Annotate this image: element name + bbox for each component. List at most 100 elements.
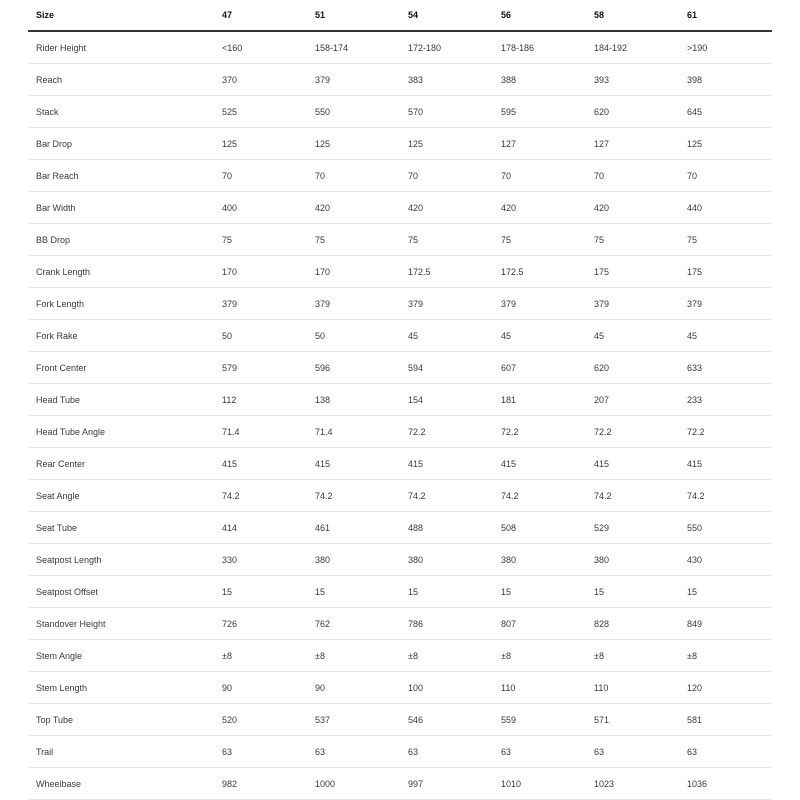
cell-value: 415 <box>493 447 586 480</box>
cell-value: 559 <box>493 703 586 736</box>
cell-value: 110 <box>493 671 586 704</box>
cell-value: 415 <box>307 447 400 480</box>
cell-value: 379 <box>493 287 586 320</box>
cell-value: 594 <box>400 351 493 384</box>
cell-value: 110 <box>586 671 679 704</box>
cell-value: 1010 <box>493 767 586 800</box>
cell-value: 607 <box>493 351 586 384</box>
cell-value: 581 <box>679 703 772 736</box>
cell-value: 127 <box>493 127 586 160</box>
cell-value: 379 <box>679 287 772 320</box>
table-row: Rear Center 415 415 415 415 415 415 <box>28 447 772 480</box>
row-label: Seat Tube <box>28 511 214 544</box>
cell-value: 15 <box>307 575 400 608</box>
cell-value: 579 <box>214 351 307 384</box>
row-label: Wheelbase <box>28 767 214 800</box>
table-row: Rider Height <160 158-174 172-180 178-186 184… <box>28 31 772 64</box>
cell-value: 550 <box>307 95 400 128</box>
cell-value: 1000 <box>307 767 400 800</box>
cell-value: 400 <box>214 191 307 224</box>
row-label: Standover Height <box>28 607 214 640</box>
cell-value: 90 <box>307 671 400 704</box>
cell-value: 75 <box>400 223 493 256</box>
cell-value: 420 <box>586 191 679 224</box>
header-size-58: 58 <box>586 0 679 32</box>
cell-value: 571 <box>586 703 679 736</box>
cell-value: 45 <box>493 319 586 352</box>
cell-value: 125 <box>214 127 307 160</box>
cell-value: 596 <box>307 351 400 384</box>
cell-value: 1036 <box>679 767 772 800</box>
header-size-56: 56 <box>493 0 586 32</box>
cell-value: 45 <box>586 319 679 352</box>
header-row: Size 47 51 54 56 58 61 <box>28 0 772 32</box>
cell-value: 380 <box>493 543 586 576</box>
table-row: Trail 63 63 63 63 63 63 <box>28 735 772 768</box>
table-row: Head Tube 112 138 154 181 207 233 <box>28 383 772 416</box>
cell-value: 72.2 <box>586 415 679 448</box>
header-size-label: Size <box>28 0 214 32</box>
row-label: Trail <box>28 735 214 768</box>
cell-value: >190 <box>679 31 772 64</box>
header-size-61: 61 <box>679 0 772 32</box>
row-label: Reach <box>28 63 214 96</box>
cell-value: 15 <box>214 575 307 608</box>
cell-value: 15 <box>400 575 493 608</box>
table-row: Bar Reach 70 70 70 70 70 70 <box>28 159 772 192</box>
cell-value: 807 <box>493 607 586 640</box>
row-label: Stem Length <box>28 671 214 704</box>
cell-value: 75 <box>586 223 679 256</box>
row-label: Head Tube Angle <box>28 415 214 448</box>
cell-value: 15 <box>679 575 772 608</box>
cell-value: 74.2 <box>679 479 772 512</box>
cell-value: 74.2 <box>214 479 307 512</box>
cell-value: 184-192 <box>586 31 679 64</box>
cell-value: 379 <box>307 63 400 96</box>
cell-value: 71.4 <box>307 415 400 448</box>
cell-value: 175 <box>586 255 679 288</box>
cell-value: 72.2 <box>493 415 586 448</box>
cell-value: ±8 <box>400 639 493 672</box>
cell-value: 380 <box>400 543 493 576</box>
cell-value: 70 <box>586 159 679 192</box>
header-size-54: 54 <box>400 0 493 32</box>
cell-value: 175 <box>679 255 772 288</box>
cell-value: 71.4 <box>214 415 307 448</box>
row-label: Head Tube <box>28 383 214 416</box>
cell-value: 383 <box>400 63 493 96</box>
table-row: Stem Length 90 90 100 110 110 120 <box>28 671 772 704</box>
cell-value: 172.5 <box>400 255 493 288</box>
cell-value: 620 <box>586 351 679 384</box>
cell-value: 45 <box>400 319 493 352</box>
table-row: Seatpost Offset 15 15 15 15 15 15 <box>28 575 772 608</box>
row-label: Seatpost Offset <box>28 575 214 608</box>
header-size-51: 51 <box>307 0 400 32</box>
cell-value: 74.2 <box>493 479 586 512</box>
cell-value: 100 <box>400 671 493 704</box>
cell-value: 430 <box>679 543 772 576</box>
cell-value: 74.2 <box>307 479 400 512</box>
table-row: Reach 370 379 383 388 393 398 <box>28 63 772 96</box>
cell-value: 50 <box>214 319 307 352</box>
row-label: Fork Length <box>28 287 214 320</box>
cell-value: 420 <box>400 191 493 224</box>
table-row: Seat Tube 414 461 488 508 529 550 <box>28 511 772 544</box>
cell-value: 15 <box>586 575 679 608</box>
table-row: BB Drop 75 75 75 75 75 75 <box>28 223 772 256</box>
cell-value: 112 <box>214 383 307 416</box>
cell-value: <160 <box>214 31 307 64</box>
row-label: Bar Drop <box>28 127 214 160</box>
cell-value: 488 <box>400 511 493 544</box>
cell-value: 45 <box>679 319 772 352</box>
row-label: Fork Rake <box>28 319 214 352</box>
cell-value: 15 <box>493 575 586 608</box>
cell-value: ±8 <box>214 639 307 672</box>
row-label: Front Center <box>28 351 214 384</box>
table-row: Seat Angle 74.2 74.2 74.2 74.2 74.2 74.2 <box>28 479 772 512</box>
cell-value: 420 <box>307 191 400 224</box>
cell-value: 415 <box>400 447 493 480</box>
table-row: Front Center 579 596 594 607 620 633 <box>28 351 772 384</box>
row-label: Seatpost Length <box>28 543 214 576</box>
cell-value: 70 <box>679 159 772 192</box>
cell-value: 63 <box>307 735 400 768</box>
